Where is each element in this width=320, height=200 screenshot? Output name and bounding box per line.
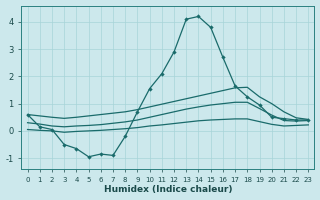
X-axis label: Humidex (Indice chaleur): Humidex (Indice chaleur) (104, 185, 232, 194)
